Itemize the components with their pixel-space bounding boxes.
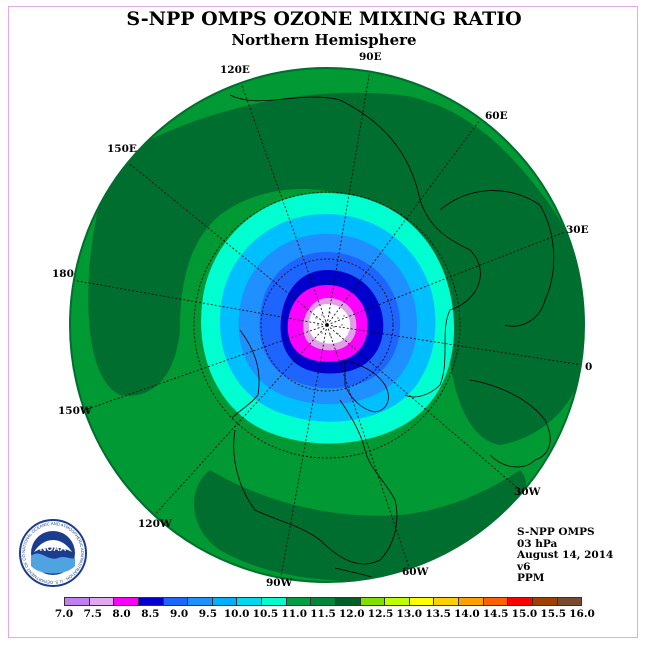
meridian-150e (124, 159, 328, 326)
figure-frame (8, 6, 638, 638)
field-band-12-south (193, 470, 527, 581)
lon-label-150e: 150E (107, 143, 137, 155)
noaa-logo-icon: NOAA NATIONAL OCEANIC AND ATMOSPHERIC AD… (18, 518, 87, 587)
lon-label-60w: 60W (402, 566, 429, 578)
colorbar-tick-label: 8.0 (112, 608, 131, 620)
colorbar-tick-label: 14.5 (482, 608, 509, 620)
meridian-90w (279, 324, 328, 582)
meridian-60w (326, 324, 411, 571)
info-level: 03 hPa (517, 537, 558, 550)
colorbar-tick-label: 16.0 (569, 608, 595, 620)
meridian-150w (84, 324, 328, 411)
colorbar-swatch (557, 598, 582, 605)
colorbar-swatch (188, 598, 213, 605)
coast-asia (229, 94, 481, 398)
colorbar-swatch (114, 598, 139, 605)
logo-text: NOAA (40, 543, 67, 553)
colorbar-tick-label: 14.0 (454, 608, 480, 620)
meridian-180 (71, 279, 328, 326)
colorbar-swatch (237, 598, 262, 605)
colorbar-swatch (311, 598, 336, 605)
coast-europe (439, 190, 555, 327)
info-units: PPM (517, 572, 545, 584)
colorbar-swatch (508, 598, 533, 605)
colorbar-swatch (360, 598, 386, 605)
colorbar-tick-label: 8.5 (141, 608, 160, 620)
product-info: S-NPP OMPS 03 hPa August 14, 2014 v6 PPM (517, 526, 614, 585)
colorbar-swatch (483, 598, 509, 605)
pole-stipple (315, 312, 345, 336)
colorbar-swatch (138, 598, 164, 605)
info-instrument: S-NPP OMPS (517, 526, 595, 538)
coast-north-america (233, 399, 398, 565)
colorbar-tick-label: 15.0 (511, 608, 538, 620)
meridian-0 (326, 324, 583, 366)
colorbar-tick-label: 12.5 (367, 608, 394, 620)
page-title: S-NPP OMPS OZONE MIXING RATIO (126, 8, 522, 30)
meridian-90e (326, 69, 371, 326)
colorbar-swatch (262, 598, 287, 605)
lon-label-30w: 30W (514, 486, 541, 498)
colorbar-swatch (409, 598, 435, 605)
lon-label-90w: 90W (266, 577, 293, 589)
colorbar-tick-label: 9.5 (198, 608, 218, 620)
colorbar-tick-label: 13.0 (396, 608, 423, 620)
coast-africa (469, 379, 551, 468)
lon-label-0: 0 (585, 361, 593, 373)
meridian-60e (326, 119, 481, 326)
lon-label-180: 180 (52, 268, 74, 280)
field-band-12-north (88, 92, 584, 445)
meridian-30e (326, 229, 571, 326)
colorbar-swatch (212, 598, 238, 605)
lon-label-120e: 120E (220, 64, 250, 76)
colorbar-swatch (163, 598, 189, 605)
colorbar-tick-label: 11.5 (310, 608, 336, 620)
colorbar-swatch (459, 598, 484, 605)
lon-label-30e: 30E (566, 224, 589, 236)
colorbar-ticks: 7.0 7.5 8.0 8.5 9.0 9.5 10.0 10.5 11.0 11.5 12.0 12… (55, 608, 595, 622)
map-border (69, 67, 585, 583)
lon-label-90e: 90E (359, 51, 382, 63)
lon-label-60e: 60E (485, 110, 508, 122)
colorbar-tick-label: 7.0 (54, 608, 74, 620)
coast-alaska (231, 329, 260, 419)
colorbar-tick-label: 11.0 (281, 608, 308, 620)
colorbar-tick-label: 10.5 (252, 608, 279, 620)
lon-label-120w: 120W (138, 518, 172, 530)
colorbar-tick-label: 12.0 (338, 608, 365, 620)
colorbar-tick-label: 7.5 (83, 608, 102, 620)
field-max-center (308, 304, 351, 344)
colorbar-tick-label: 10.0 (223, 608, 250, 620)
lon-label-150w: 150W (58, 405, 92, 417)
graticule (71, 69, 583, 582)
colorbar-swatch (335, 598, 361, 605)
latitude-circle-30 (193, 191, 461, 459)
colorbar-swatch (286, 598, 312, 605)
colorbar-tick-label: 15.5 (540, 608, 567, 620)
colorbar-swatch (65, 598, 90, 605)
colorbar-swatch (385, 598, 410, 605)
colorbar-swatch (89, 598, 115, 605)
colorbar-tick-label: 13.5 (425, 608, 451, 620)
latitude-circle-60 (260, 258, 394, 392)
page-subtitle: Northern Hemisphere (231, 31, 417, 49)
colorbar-swatch (434, 598, 459, 605)
info-date: August 14, 2014 (517, 549, 614, 561)
colorbar (64, 597, 582, 606)
info-version: v6 (517, 560, 531, 573)
coast-greenland (344, 359, 389, 413)
colorbar-tick-label: 9.0 (169, 608, 189, 620)
meridian-120e (239, 79, 328, 326)
colorbar-swatch (532, 598, 558, 605)
